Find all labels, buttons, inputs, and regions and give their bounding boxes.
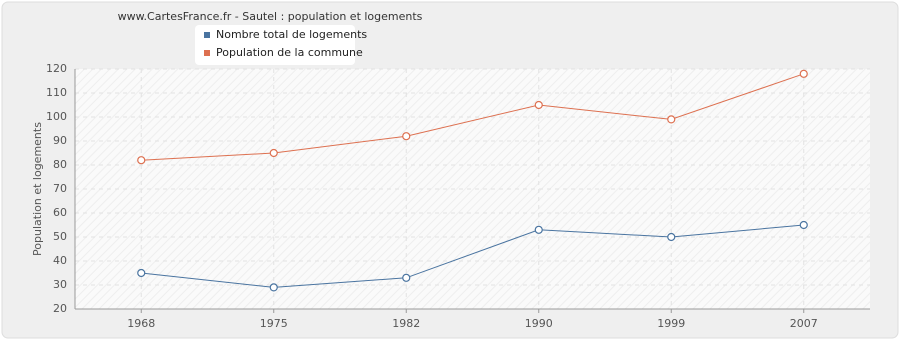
data-point <box>402 273 411 282</box>
y-tick-label: 70 <box>53 182 67 195</box>
y-tick-label: 100 <box>46 110 67 123</box>
legend-marker <box>204 32 210 38</box>
data-point <box>137 156 146 165</box>
series-line <box>141 73 804 161</box>
y-axis-label: Population et logements <box>31 122 44 256</box>
y-tick-label: 40 <box>53 254 67 267</box>
y-tick-label: 110 <box>46 86 67 99</box>
data-point <box>269 148 278 158</box>
x-tick-label: 1975 <box>260 317 288 330</box>
y-tick-label: 90 <box>53 134 67 147</box>
y-tick-label: 80 <box>53 158 67 171</box>
x-tick-label: 1990 <box>525 317 553 330</box>
x-tick-label: 1999 <box>657 317 685 330</box>
y-tick-label: 30 <box>53 278 67 291</box>
legend-box <box>195 25 355 65</box>
data-point <box>137 268 146 278</box>
y-tick-label: 50 <box>53 230 67 243</box>
data-point <box>534 225 543 234</box>
x-tick-label: 1982 <box>392 317 420 330</box>
y-tick-label: 120 <box>46 62 67 75</box>
data-point <box>534 100 543 110</box>
data-point <box>269 283 278 292</box>
legend-label: Nombre total de logements <box>216 28 367 41</box>
plot-area <box>75 69 870 309</box>
data-point <box>667 115 676 124</box>
data-point <box>799 69 808 78</box>
data-point <box>799 220 808 230</box>
x-tick-label: 1968 <box>127 317 155 330</box>
x-tick-label: 2007 <box>790 317 818 330</box>
y-tick-label: 60 <box>53 206 67 219</box>
y-tick-label: 20 <box>53 302 67 315</box>
legend-label: Population de la commune <box>216 46 363 59</box>
data-point <box>402 132 411 141</box>
series-line <box>141 224 804 288</box>
data-point <box>667 232 676 242</box>
chart-title: www.CartesFrance.fr - Sautel : populatio… <box>118 10 423 23</box>
legend-marker <box>204 50 210 56</box>
legend: Nombre total de logements Population de l… <box>195 25 367 65</box>
